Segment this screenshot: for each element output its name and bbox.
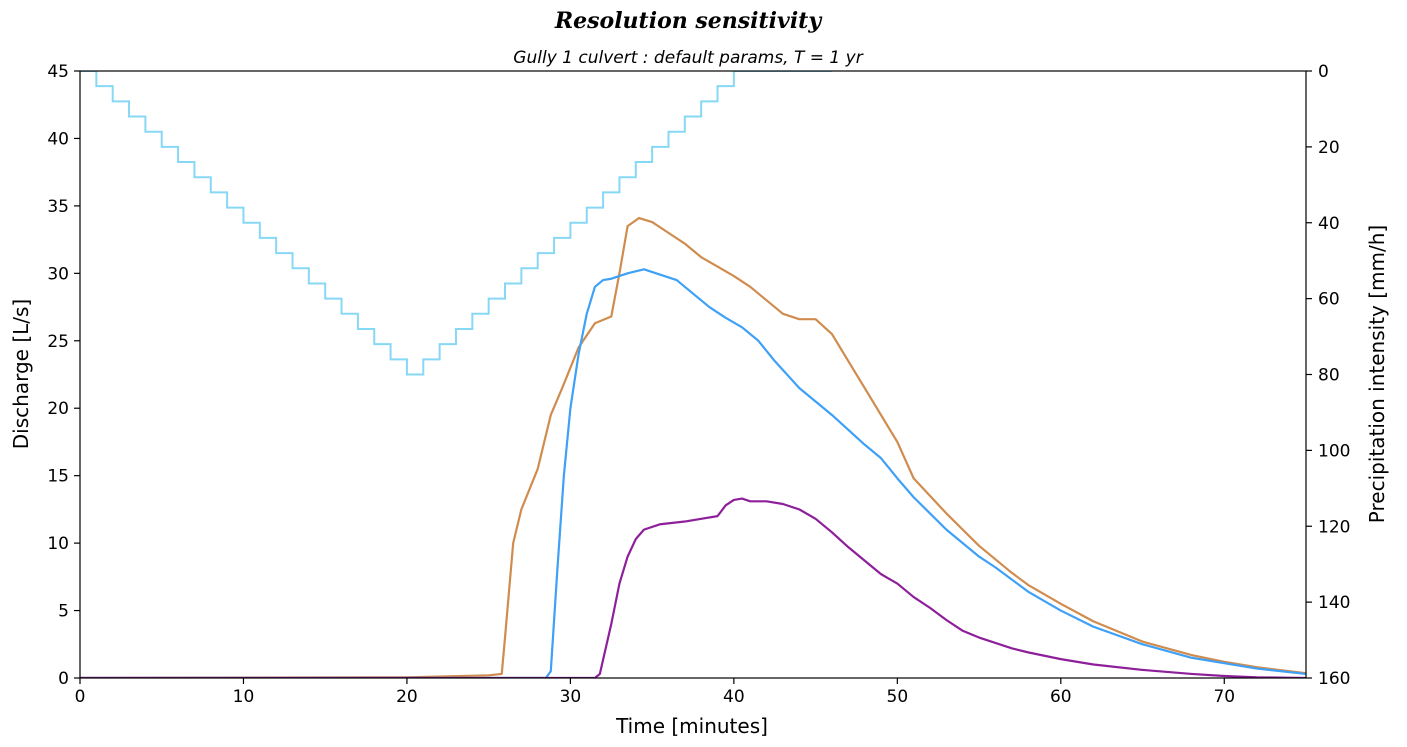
y-tick-label: 0 (58, 669, 69, 689)
y2-tick-label: 140 (1318, 593, 1350, 613)
y-tick-label: 20 (47, 399, 69, 419)
y2-tick-label: 80 (1318, 366, 1340, 386)
hyetograph-line (80, 71, 832, 376)
x-tick-label: 50 (887, 687, 909, 707)
y-tick-label: 30 (47, 264, 69, 284)
y-axis-ticks: 0 5 10 15 20 25 30 35 40 45 (47, 62, 80, 689)
y2-tick-label: 120 (1318, 517, 1350, 537)
y-axis-label: Discharge [L/s] (9, 299, 33, 449)
x-tick-label: 60 (1050, 687, 1072, 707)
y2-tick-label: 60 (1318, 290, 1340, 310)
y2-tick-label: 20 (1318, 138, 1340, 158)
x-tick-label: 0 (75, 687, 86, 707)
x-axis-label: Time [minutes] (615, 714, 768, 738)
discharge-series-line (80, 216, 1306, 678)
chart-subtitle: Gully 1 culvert : default params, T = 1 … (513, 48, 863, 68)
plot-series (80, 71, 1306, 678)
y-tick-label: 15 (47, 467, 69, 487)
y-tick-label: 5 (58, 602, 69, 622)
y2-tick-label: 0 (1318, 62, 1329, 82)
x-tick-label: 20 (396, 687, 418, 707)
y2-tick-label: 100 (1318, 441, 1350, 461)
x-axis-ticks: 0 10 20 30 40 50 60 70 (75, 678, 1235, 707)
y-tick-label: 45 (47, 62, 69, 82)
y-tick-label: 35 (47, 197, 69, 217)
x-tick-label: 10 (233, 687, 255, 707)
y-tick-label: 25 (47, 332, 69, 352)
discharge-series-line (80, 497, 1306, 678)
x-tick-label: 30 (560, 687, 582, 707)
discharge-series-line (80, 268, 1306, 678)
y-tick-label: 10 (47, 534, 69, 554)
y2-axis-ticks: 0 20 40 60 80 100 120 140 160 (1306, 62, 1350, 689)
y2-axis-label: Precipitation intensity [mm/h] (1365, 225, 1389, 523)
y2-tick-label: 160 (1318, 669, 1350, 689)
y2-tick-label: 40 (1318, 214, 1340, 234)
plot-frame (79, 70, 1307, 679)
chart-title: Resolution sensitivity (554, 8, 823, 34)
x-tick-label: 40 (723, 687, 745, 707)
x-tick-label: 70 (1213, 687, 1235, 707)
y-tick-label: 40 (47, 129, 69, 149)
